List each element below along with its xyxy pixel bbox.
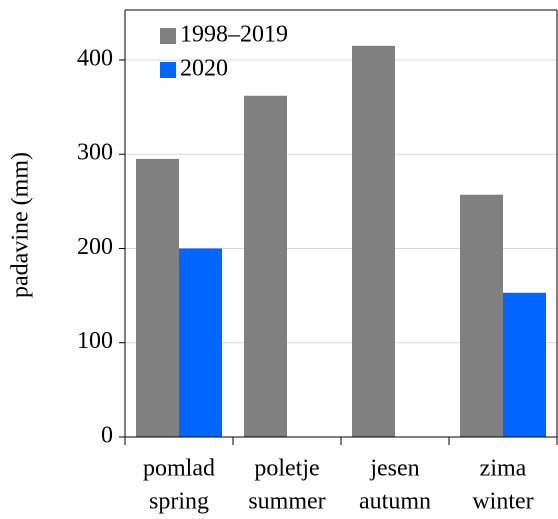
y-tick-label: 300 <box>77 140 113 166</box>
x-tick-label: poletje <box>254 456 319 482</box>
bar <box>503 292 546 437</box>
legend-label: 1998–2019 <box>180 22 288 48</box>
x-tick-label: zima <box>480 456 527 482</box>
bar <box>244 95 287 437</box>
bar <box>136 158 179 437</box>
y-tick-label: 100 <box>77 328 113 354</box>
x-tick-label: pomlad <box>143 456 215 482</box>
y-tick-label: 400 <box>77 45 113 71</box>
bar <box>460 194 503 437</box>
bar <box>352 45 395 438</box>
bar <box>179 248 222 437</box>
legend-label: 2020 <box>180 56 228 82</box>
x-tick-label: jesen <box>369 456 419 482</box>
y-tick-label: 200 <box>77 234 113 260</box>
legend-swatch <box>160 62 176 78</box>
y-axis-label: padavine (mm) <box>8 152 34 298</box>
x-tick-label: winter <box>472 489 533 515</box>
x-tick-label: autumn <box>359 489 431 515</box>
y-tick-label: 0 <box>101 423 113 449</box>
x-tick-label: spring <box>149 489 209 515</box>
legend-swatch <box>160 28 176 44</box>
x-tick-label: summer <box>248 489 325 515</box>
